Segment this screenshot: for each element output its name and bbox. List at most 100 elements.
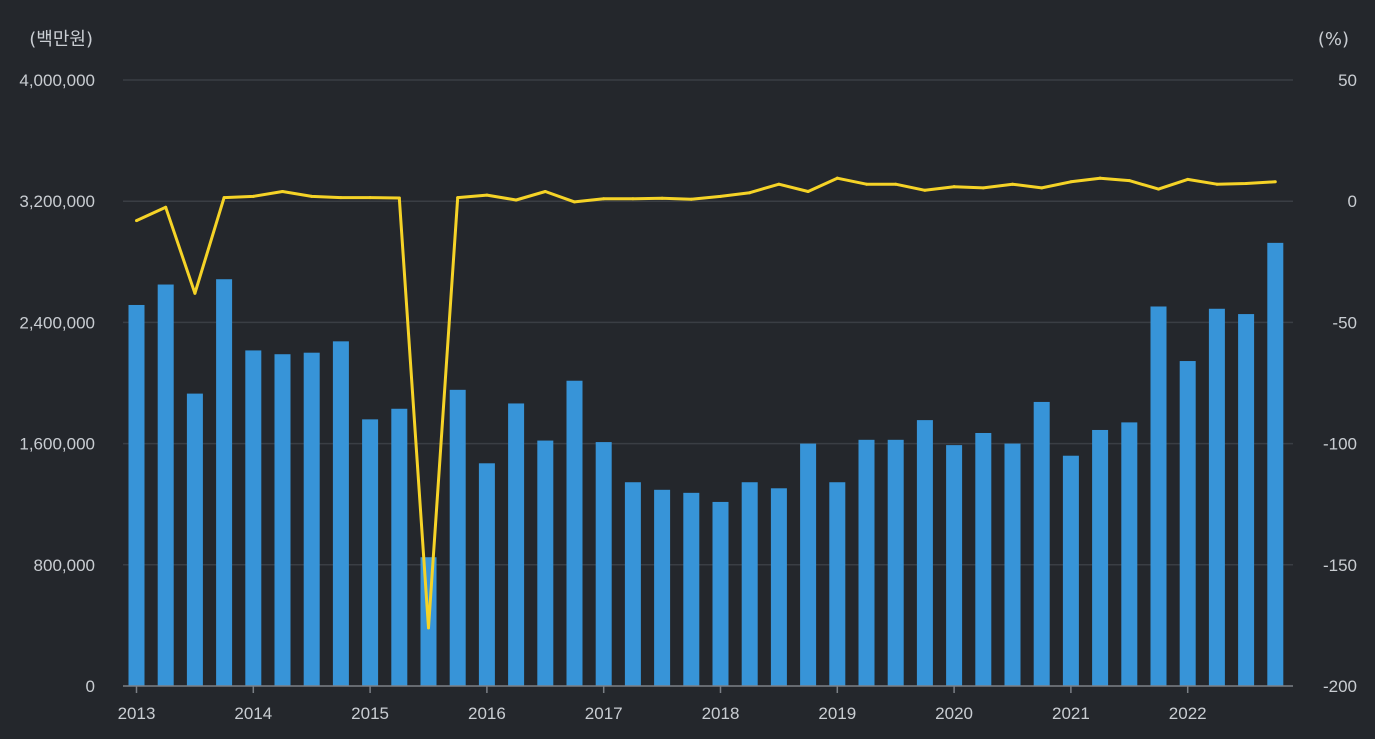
left-tick-label: 800,000 [34, 556, 95, 575]
x-tick-label: 2022 [1169, 704, 1207, 723]
line-point [135, 219, 138, 223]
right-axis-unit: (%) [1318, 29, 1349, 50]
line-point [1127, 179, 1131, 183]
bar [508, 403, 525, 686]
line-point [427, 626, 430, 630]
bar [1033, 401, 1050, 686]
bar [975, 432, 992, 686]
bar [887, 439, 904, 686]
line-point [485, 193, 489, 197]
left-tick-label: 2,400,000 [19, 313, 95, 332]
bar [858, 439, 875, 686]
right-tick-label: -100 [1323, 435, 1357, 454]
bar [1238, 314, 1255, 686]
bar [1179, 361, 1196, 686]
bar [303, 352, 320, 686]
bar [274, 354, 291, 686]
line-point [1273, 180, 1277, 184]
bar [1062, 455, 1079, 686]
line-point [339, 196, 343, 200]
bar [800, 443, 817, 686]
left-tick-label: 1,600,000 [19, 435, 95, 454]
line-point [281, 190, 284, 194]
bar [216, 279, 233, 686]
right-tick-label: 0 [1348, 192, 1357, 211]
bar [391, 408, 408, 686]
bar [566, 380, 583, 686]
line-point [689, 197, 693, 201]
x-tick-label: 2016 [468, 704, 506, 723]
line-point [310, 194, 314, 198]
line-point [923, 188, 927, 192]
bar [770, 488, 787, 686]
bar-series [128, 242, 1284, 687]
bar [362, 419, 379, 686]
line-point [777, 182, 781, 186]
bar [157, 284, 174, 686]
bar [1121, 422, 1138, 686]
bar [537, 440, 554, 686]
line-point [1040, 186, 1044, 190]
right-tick-label: -150 [1323, 556, 1357, 575]
bar [654, 489, 671, 686]
line-point [222, 196, 226, 200]
x-tick-label: 2021 [1052, 704, 1090, 723]
line-point [952, 185, 956, 189]
line-point [835, 176, 839, 180]
x-tick-label: 2019 [818, 704, 856, 723]
bar [741, 482, 758, 686]
bar [245, 350, 262, 686]
bar [478, 463, 495, 686]
line-point [1186, 177, 1190, 181]
bar [1267, 242, 1284, 687]
bar [128, 304, 145, 686]
bar [186, 393, 203, 686]
bar [1208, 308, 1225, 686]
line-point [631, 197, 635, 201]
right-tick-label: -200 [1323, 677, 1357, 696]
line-point [1069, 180, 1073, 184]
left-axis-unit: (백만원) [29, 29, 93, 50]
axes: 0 800,000 1,600,000 2,400,000 3,200,000 4,000… [19, 71, 1357, 723]
x-tick-label: 2020 [935, 704, 973, 723]
bar [829, 482, 846, 686]
line-point [1011, 182, 1014, 186]
bar [712, 501, 729, 686]
bar [916, 420, 933, 686]
line-point [660, 196, 664, 200]
bar [449, 389, 466, 686]
line-point [1157, 187, 1160, 191]
line-point [251, 194, 255, 198]
bar [1004, 443, 1021, 686]
bar [1150, 306, 1167, 686]
line-point [1244, 182, 1248, 186]
line-point [193, 291, 197, 295]
bar [624, 482, 641, 686]
bar [332, 341, 349, 686]
line-point [1098, 176, 1102, 180]
line-point [164, 205, 168, 209]
bar [946, 445, 963, 686]
bar [1092, 429, 1109, 686]
line-point [806, 190, 810, 194]
x-tick-label: 2015 [351, 704, 389, 723]
line-point [514, 198, 518, 202]
bar [683, 492, 700, 686]
line-point [543, 190, 547, 194]
x-tick-label: 2017 [585, 704, 623, 723]
line-point [573, 200, 576, 204]
left-tick-label: 0 [86, 677, 95, 696]
line-point [865, 182, 868, 186]
left-tick-label: 4,000,000 [19, 71, 95, 90]
grid-lines [123, 79, 1293, 566]
right-tick-label: 50 [1338, 71, 1357, 90]
growth-line [135, 176, 1276, 630]
line-point [894, 182, 898, 186]
x-tick-label: 2018 [702, 704, 740, 723]
x-tick-label: 2013 [118, 704, 156, 723]
line-point [748, 191, 752, 195]
line-point [368, 196, 372, 200]
line-point [1215, 182, 1219, 186]
left-tick-label: 3,200,000 [19, 192, 95, 211]
